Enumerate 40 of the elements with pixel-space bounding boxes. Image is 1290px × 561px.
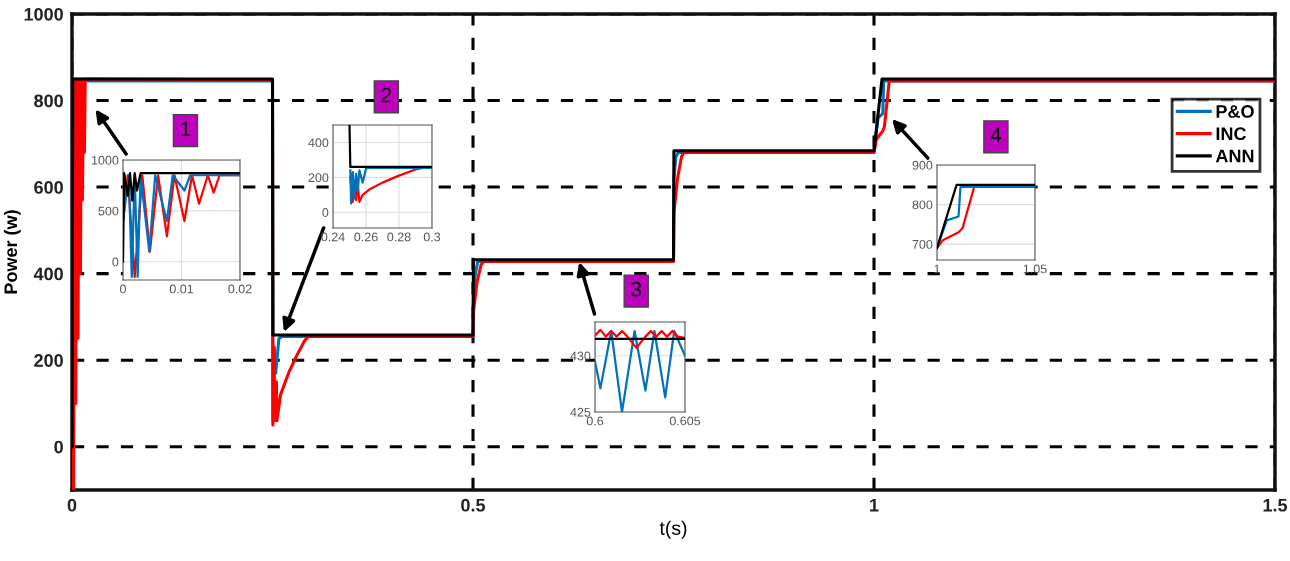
y-tick-label: 200 xyxy=(34,354,63,367)
y-tick-label: 0 xyxy=(112,257,119,267)
x-tick-label: 1.5 xyxy=(1263,499,1288,512)
y-tick-label: 0 xyxy=(322,208,329,217)
y-tick-label: 800 xyxy=(912,200,933,210)
x-tick-label: 0 xyxy=(67,498,77,512)
x-tick-label: 0.3 xyxy=(423,232,441,242)
y-tick-label: 700 xyxy=(912,239,933,249)
annotation: 3 xyxy=(631,281,642,297)
y-tick-label: 1000 xyxy=(24,7,63,21)
y-tick-label: 425 xyxy=(570,407,591,417)
y-tick-label: 430 xyxy=(570,351,591,361)
y-tick-label: 500 xyxy=(98,206,119,216)
y-tick-label: 900 xyxy=(912,160,933,170)
y-axis-title: Power (w) xyxy=(3,210,21,294)
legend-label: ANN xyxy=(1215,149,1254,163)
y-tick-label: 1000 xyxy=(91,155,119,165)
x-tick-label: 0.28 xyxy=(387,232,411,242)
y-tick-label: 200 xyxy=(308,173,329,183)
legend-label: P&O xyxy=(1216,105,1254,118)
x-tick-label: 0.26 xyxy=(354,232,378,242)
x-tick-label: 1.05 xyxy=(1023,264,1047,274)
x-tick-label: 0.02 xyxy=(228,284,252,294)
annotation: 4 xyxy=(990,127,1002,143)
x-tick-label: 0.24 xyxy=(321,232,345,242)
y-tick-label: 800 xyxy=(34,94,63,108)
x-tick-label: 0.01 xyxy=(169,284,194,294)
annotation: 2 xyxy=(381,87,392,103)
x-tick-label: 1 xyxy=(870,499,879,512)
legend-label: INC xyxy=(1216,127,1247,141)
y-tick-label: 0 xyxy=(54,440,63,454)
x-tick-label: 0.5 xyxy=(461,498,486,512)
x-tick-label: 0.6 xyxy=(586,416,604,426)
x-axis-title: t(s) xyxy=(659,520,687,539)
x-tick-label: 0 xyxy=(120,284,126,294)
y-tick-label: 600 xyxy=(34,181,63,194)
annotation: 1 xyxy=(181,121,191,137)
y-tick-label: 400 xyxy=(33,267,63,281)
y-tick-label: 400 xyxy=(308,138,329,148)
x-tick-label: 0.605 xyxy=(669,416,701,426)
